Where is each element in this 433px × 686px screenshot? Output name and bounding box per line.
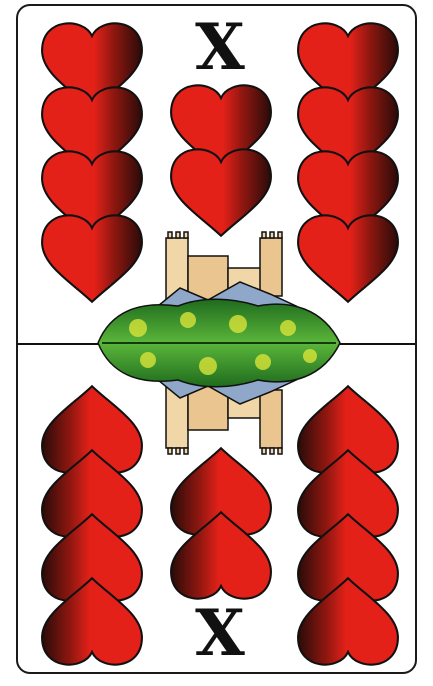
heart-icon [297, 22, 399, 303]
rank-bottom-label: X [195, 596, 245, 671]
heart-icon [41, 385, 143, 666]
heart-icon [170, 84, 272, 237]
heart-icon [170, 447, 272, 600]
heart-icon [297, 385, 399, 666]
card-artwork [41, 22, 399, 666]
tree-icon [97, 298, 341, 388]
playing-card[interactable]: X X [16, 4, 417, 674]
heart-icon [41, 22, 143, 303]
rank-top-label: X [195, 10, 245, 85]
